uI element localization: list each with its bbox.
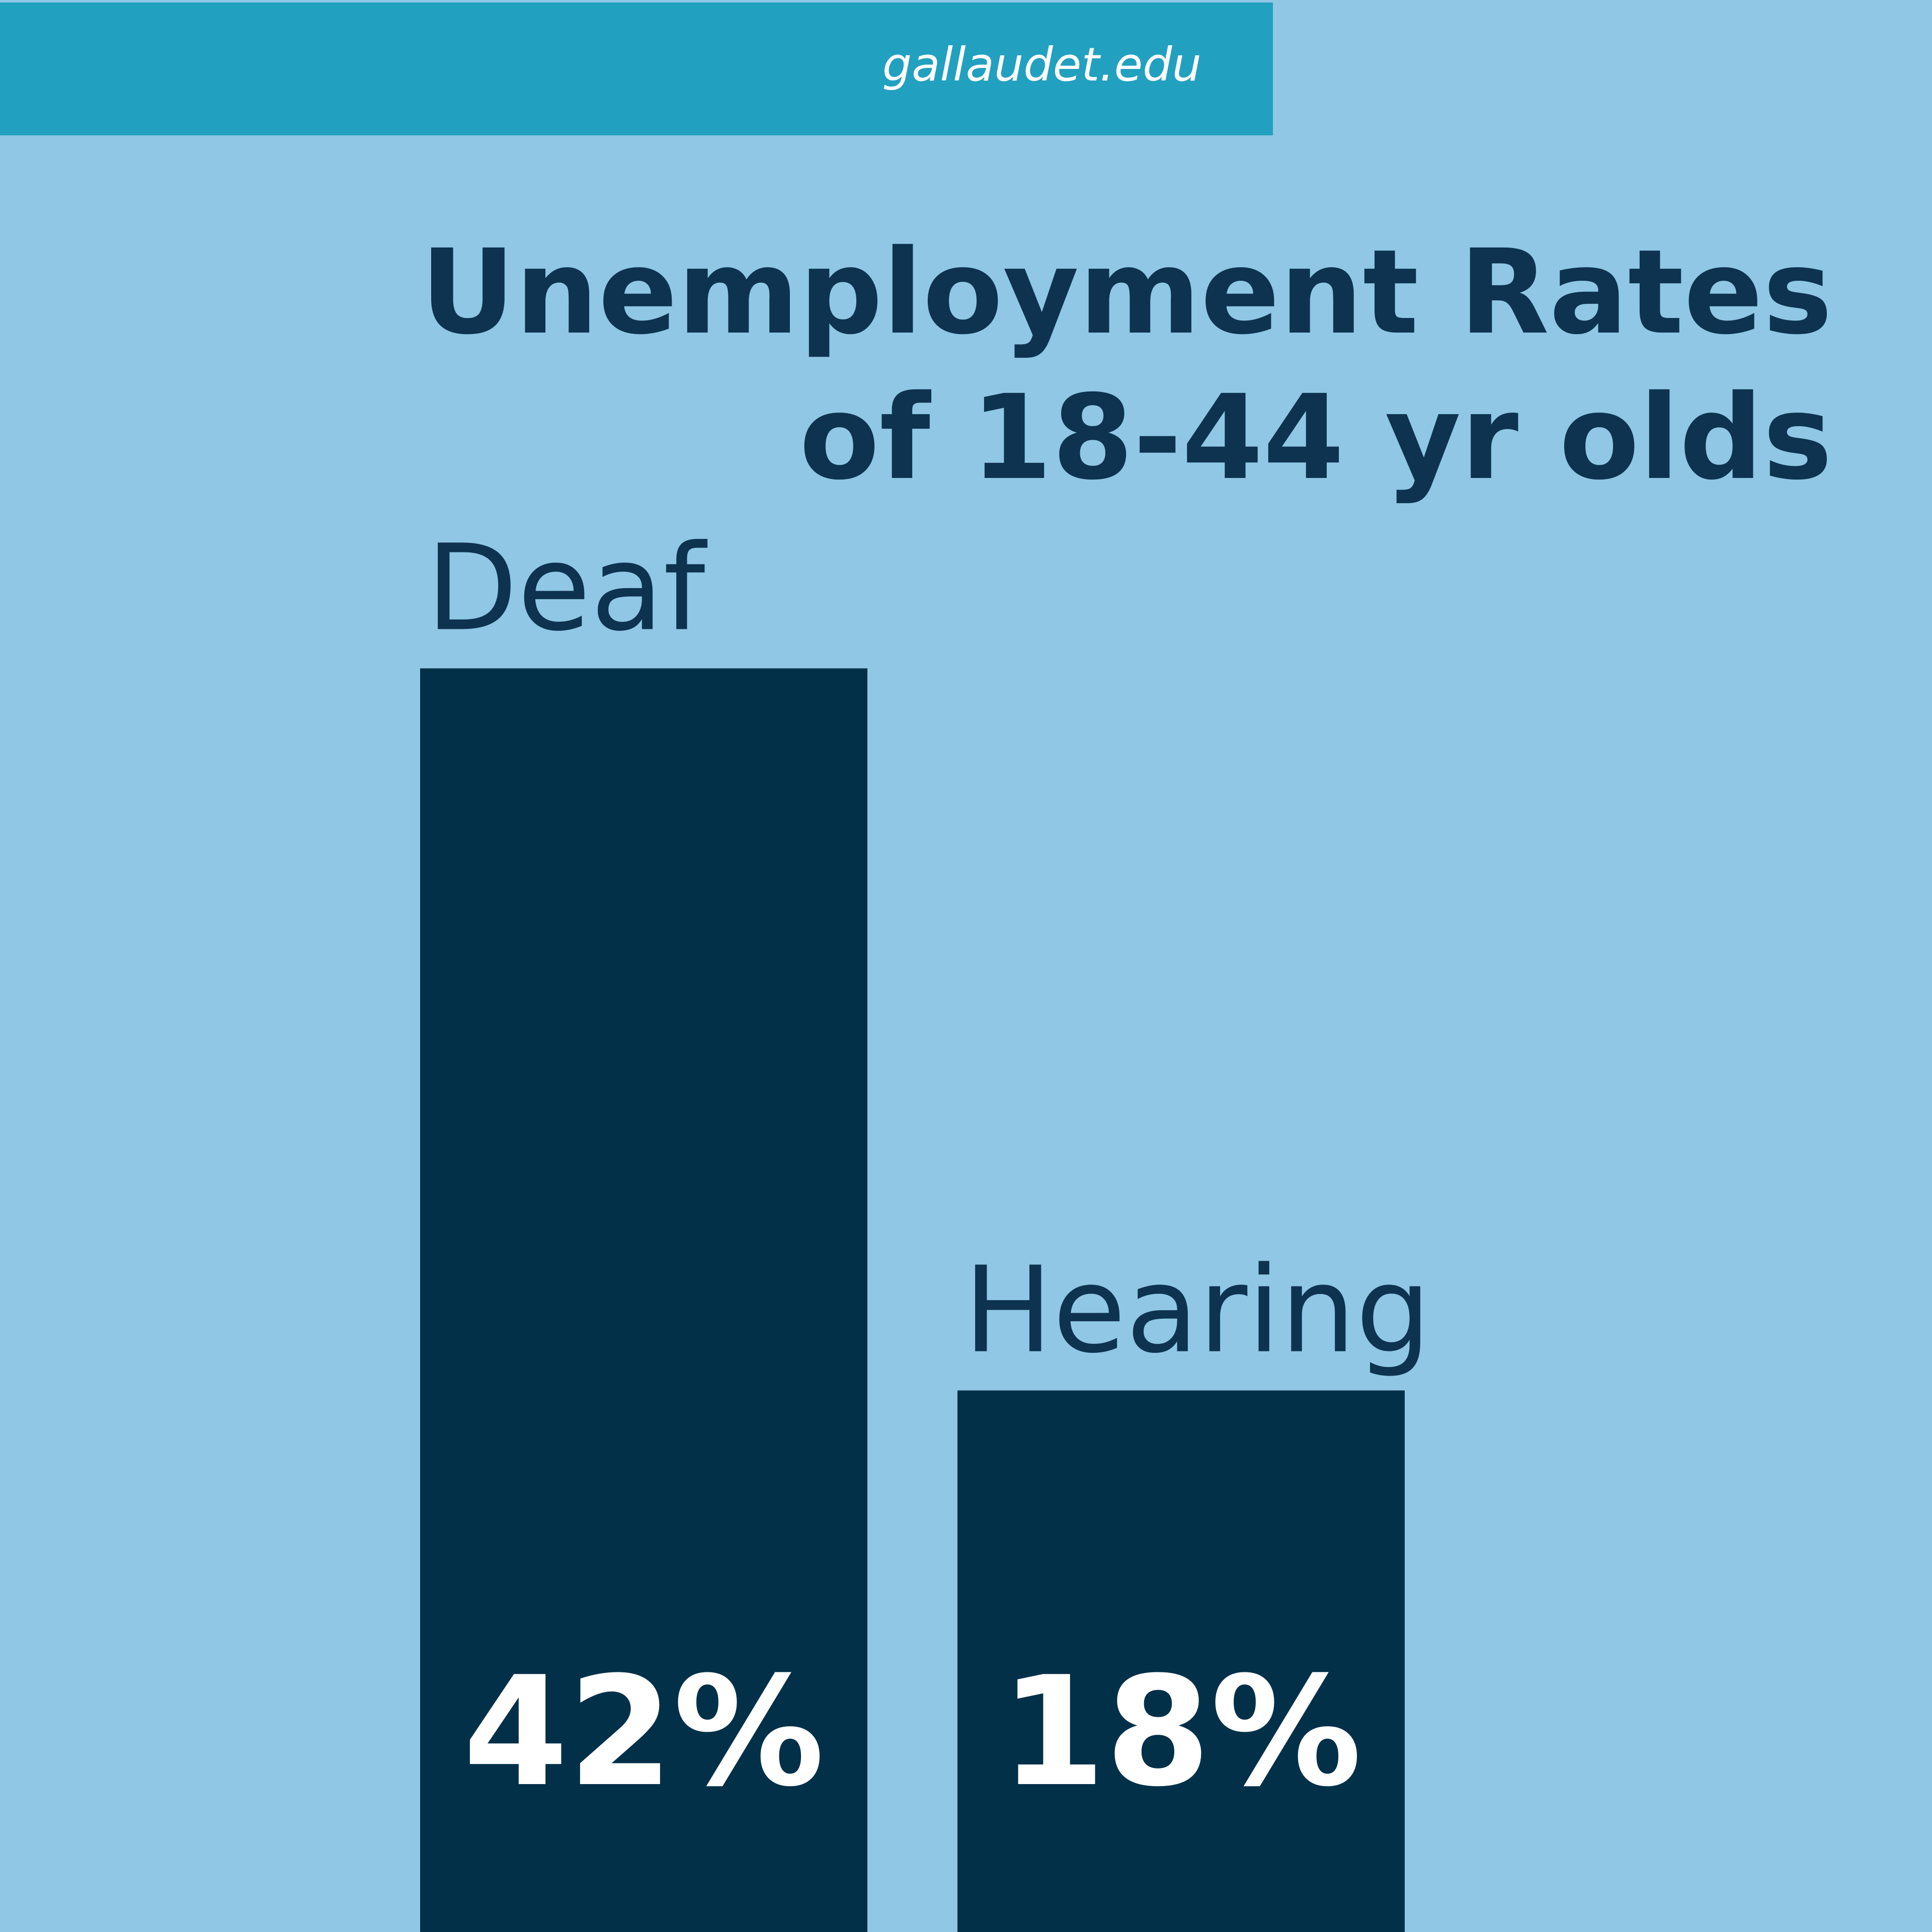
category-label: Hearing (963, 1241, 1431, 1380)
value-label: 18% (1000, 1644, 1361, 1820)
value-label: 42% (463, 1644, 824, 1820)
bar (957, 1390, 1405, 1932)
header-bar (0, 3, 1273, 135)
source: gallaudet.edu (882, 38, 1201, 92)
chart-title: Unemployment Rates (421, 224, 1832, 360)
bar (420, 668, 867, 1932)
category-label: Deaf (426, 519, 708, 657)
chart-title: of 18-44 yr olds (799, 370, 1832, 506)
